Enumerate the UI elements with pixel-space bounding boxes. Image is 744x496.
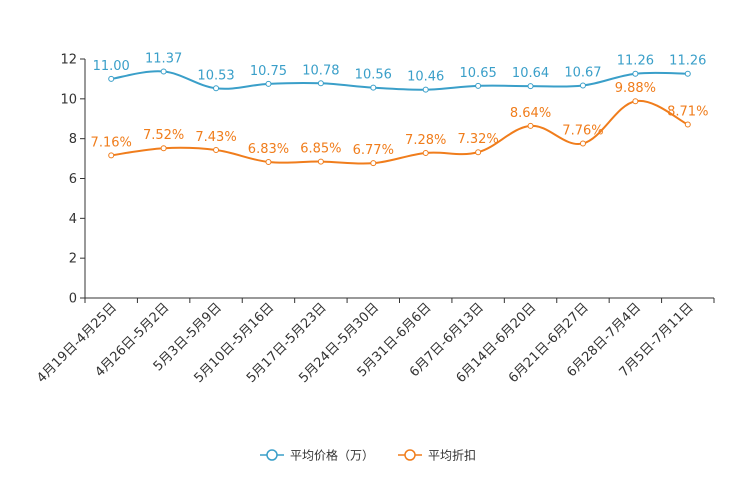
legend-item-discount[interactable]: 平均折扣 — [398, 448, 476, 463]
data-point — [475, 149, 482, 156]
data-label: 10.46 — [407, 70, 444, 85]
data-label: 11.00 — [93, 59, 130, 74]
data-point — [527, 122, 534, 129]
data-point — [370, 84, 377, 91]
data-point — [213, 85, 220, 92]
data-point — [579, 140, 586, 147]
data-point — [265, 158, 272, 165]
y-tick-label: 10 — [60, 92, 77, 107]
data-point — [108, 152, 115, 159]
data-point — [213, 147, 220, 154]
legend-label: 平均价格（万） — [290, 448, 374, 463]
data-label: 7.76% — [562, 123, 603, 138]
data-label: 8.71% — [667, 105, 708, 120]
data-label: 10.78 — [302, 63, 339, 78]
data-point — [317, 80, 324, 87]
data-label: 9.88% — [615, 81, 656, 96]
legend-item-price[interactable]: 平均价格（万） — [260, 448, 374, 463]
data-point — [475, 82, 482, 89]
data-label: 6.85% — [300, 142, 341, 157]
data-point — [422, 150, 429, 157]
series-price: 11.00 11.37 10.53 10.75 10.78 10.56 10.46 10.65… — [93, 52, 706, 93]
data-label: 7.28% — [405, 133, 446, 148]
data-label: 10.56 — [355, 68, 392, 83]
legend[interactable]: 平均价格（万） 平均折扣 — [260, 448, 476, 463]
series-group: 11.00 11.37 10.53 10.75 10.78 10.56 10.46 10.65… — [91, 52, 708, 167]
data-label: 10.75 — [250, 64, 287, 79]
y-tick-label: 8 — [69, 132, 77, 147]
data-point — [160, 145, 167, 152]
axes: 0246810124月19日-4月25日4月26日-5月2日5月3日-5月9日5… — [34, 53, 715, 386]
y-tick-label: 12 — [60, 53, 77, 68]
y-tick-label: 0 — [69, 292, 77, 307]
data-point — [160, 68, 167, 75]
data-label: 7.16% — [91, 135, 132, 150]
data-label: 7.32% — [457, 132, 498, 147]
data-label: 7.43% — [195, 130, 236, 145]
y-tick-label: 6 — [69, 172, 77, 187]
data-point — [684, 121, 691, 128]
data-point — [265, 80, 272, 87]
y-tick-label: 4 — [69, 212, 77, 227]
data-label: 6.83% — [248, 142, 289, 157]
y-tick-label: 2 — [69, 252, 77, 267]
data-point — [370, 160, 377, 167]
data-label: 11.37 — [145, 52, 182, 67]
data-point — [632, 98, 639, 105]
data-label: 10.67 — [564, 65, 601, 80]
data-label: 10.65 — [460, 66, 497, 81]
data-label: 6.77% — [353, 143, 394, 158]
data-label: 7.52% — [143, 128, 184, 143]
data-label: 8.64% — [510, 106, 551, 121]
data-label: 10.64 — [512, 66, 549, 81]
legend-marker-icon — [404, 449, 416, 461]
data-point — [108, 75, 115, 82]
data-point — [632, 70, 639, 77]
legend-label: 平均折扣 — [428, 448, 476, 463]
data-point — [684, 70, 691, 77]
data-label: 10.53 — [197, 68, 234, 83]
series-line — [111, 70, 688, 91]
data-point — [422, 86, 429, 93]
data-point — [317, 158, 324, 165]
data-label: 11.26 — [617, 54, 654, 69]
data-label: 11.26 — [669, 54, 706, 69]
series-discount: 7.16% 7.52% 7.43% 6.83% 6.85% 6.77% 7.28% 7.32%… — [91, 81, 708, 167]
legend-marker-icon — [266, 449, 278, 461]
data-point — [527, 83, 534, 90]
data-point — [579, 82, 586, 89]
